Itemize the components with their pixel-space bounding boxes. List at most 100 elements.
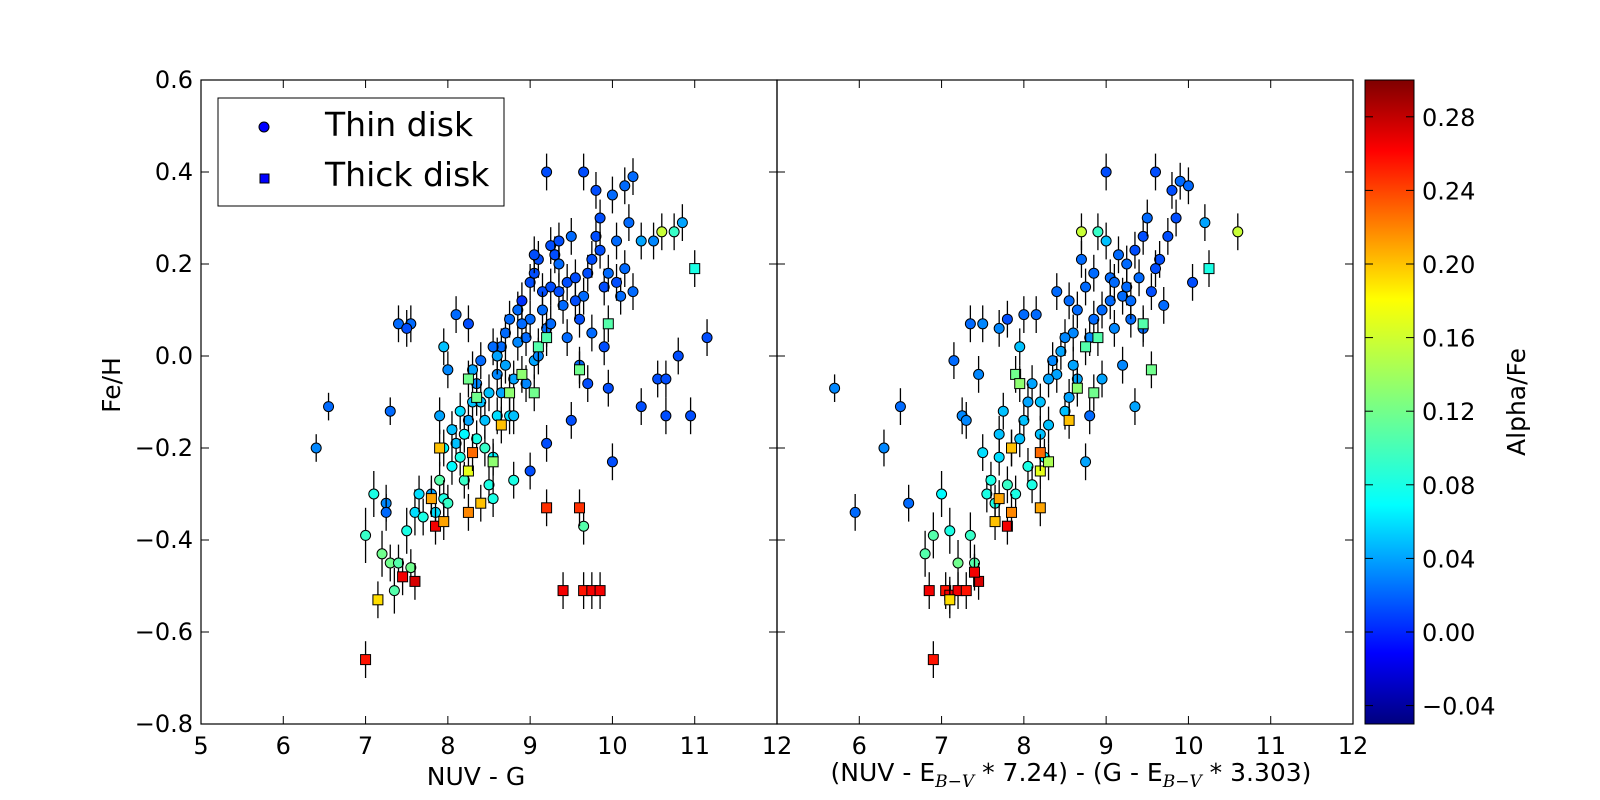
- x-tick-label: 11: [679, 732, 710, 760]
- colorbar-tick-label: 0.08: [1422, 472, 1475, 500]
- thick-disk-marker: [462, 465, 474, 477]
- x-tick-label: 12: [762, 732, 793, 760]
- thin-disk-point: [1100, 153, 1112, 191]
- thin-disk-marker: [660, 373, 672, 385]
- thin-disk-point: [475, 342, 487, 379]
- thin-disk-point: [454, 438, 466, 476]
- thin-disk-marker: [508, 474, 520, 486]
- thin-disk-marker: [524, 276, 536, 288]
- thin-disk-marker: [1150, 166, 1162, 178]
- thin-disk-marker: [606, 189, 618, 201]
- thin-disk-point: [936, 471, 948, 517]
- thin-disk-marker: [1063, 391, 1075, 403]
- y-tick-label: 0.6: [155, 66, 193, 94]
- thin-disk-marker: [561, 276, 573, 288]
- thin-disk-marker: [1055, 345, 1067, 357]
- thin-disk-marker: [611, 235, 623, 247]
- colorbar-tick-label: 0.24: [1422, 177, 1475, 205]
- thin-disk-point: [611, 264, 623, 301]
- thin-disk-marker: [516, 318, 528, 330]
- thin-disk-marker: [685, 410, 697, 422]
- thin-disk-point: [1026, 466, 1038, 504]
- thin-disk-point: [948, 342, 960, 379]
- thin-disk-point: [964, 512, 976, 559]
- x-tick-label: 7: [358, 732, 373, 760]
- thin-disk-point: [569, 282, 581, 320]
- thin-disk-marker: [434, 410, 446, 422]
- thin-disk-marker: [878, 442, 890, 454]
- thin-disk-marker: [627, 286, 639, 298]
- thin-disk-point: [1096, 360, 1108, 398]
- thin-disk-point: [1018, 296, 1030, 333]
- thin-disk-point: [919, 530, 931, 577]
- legend-thick-marker: [259, 173, 270, 184]
- y-tick-label: 0.0: [155, 342, 193, 370]
- thin-disk-marker: [446, 424, 458, 436]
- thin-disk-marker: [1100, 235, 1112, 247]
- thin-disk-point: [499, 346, 511, 384]
- thick-disk-marker: [532, 341, 544, 353]
- thin-disk-marker: [672, 350, 684, 362]
- thin-disk-point: [504, 300, 516, 338]
- thin-disk-marker: [1067, 327, 1079, 339]
- thin-disk-point: [524, 300, 536, 338]
- thick-disk-marker: [1006, 442, 1018, 454]
- thin-disk-point: [676, 204, 688, 241]
- thick-disk-point: [574, 351, 586, 389]
- thick-disk-point: [471, 379, 483, 416]
- thin-disk-point: [960, 402, 972, 439]
- thin-disk-point: [401, 310, 413, 347]
- thin-disk-marker: [565, 414, 577, 426]
- thick-disk-marker: [360, 654, 372, 666]
- thin-disk-marker: [578, 520, 590, 532]
- legend-thin-label: Thin disk: [324, 105, 474, 144]
- thin-disk-point: [685, 397, 697, 435]
- thin-disk-point: [586, 314, 598, 352]
- thin-disk-point: [1059, 319, 1071, 356]
- thick-disk-marker: [1034, 502, 1046, 514]
- thin-disk-point: [635, 222, 647, 260]
- thin-disk-marker: [1084, 410, 1096, 422]
- thin-disk-marker: [553, 286, 565, 298]
- thin-disk-marker: [948, 355, 960, 367]
- thin-disk-point: [450, 296, 462, 333]
- thin-disk-marker: [598, 281, 610, 293]
- thin-disk-marker: [1154, 253, 1166, 265]
- thin-disk-marker: [462, 414, 474, 426]
- thin-disk-point: [1117, 346, 1129, 384]
- thin-disk-point: [508, 461, 520, 499]
- thin-disk-point: [434, 397, 446, 435]
- thin-disk-marker: [927, 529, 939, 541]
- thin-disk-marker: [504, 313, 516, 325]
- thick-disk-point: [944, 581, 956, 619]
- thin-disk-point: [553, 273, 565, 310]
- thin-disk-marker: [1117, 290, 1129, 302]
- thin-disk-point: [368, 471, 380, 517]
- thin-disk-point: [1129, 231, 1141, 269]
- thick-disk-point: [968, 553, 980, 591]
- thick-disk-marker: [968, 566, 980, 578]
- thick-disk-marker: [516, 368, 528, 380]
- thin-disk-point: [1104, 282, 1116, 320]
- thin-disk-marker: [1026, 479, 1038, 491]
- thick-disk-point: [993, 480, 1005, 517]
- thin-disk-point: [1022, 448, 1034, 485]
- thin-disk-marker: [981, 488, 993, 500]
- thin-disk-marker: [499, 359, 511, 371]
- thin-disk-point: [516, 305, 528, 343]
- thin-disk-point: [384, 397, 396, 425]
- thin-disk-marker: [894, 401, 906, 413]
- thin-disk-marker: [483, 479, 495, 491]
- thin-disk-point: [446, 411, 458, 448]
- thick-disk-point: [434, 429, 446, 467]
- thin-disk-marker: [582, 378, 594, 390]
- thin-disk-point: [672, 337, 684, 375]
- thin-disk-marker: [701, 332, 713, 344]
- thick-disk-marker: [541, 332, 553, 344]
- thin-disk-point: [602, 369, 614, 407]
- thin-disk-point: [565, 402, 577, 439]
- thin-disk-marker: [1001, 313, 1013, 325]
- thin-disk-marker: [1137, 230, 1149, 242]
- thin-disk-marker: [1129, 244, 1141, 256]
- thin-disk-marker: [409, 506, 421, 518]
